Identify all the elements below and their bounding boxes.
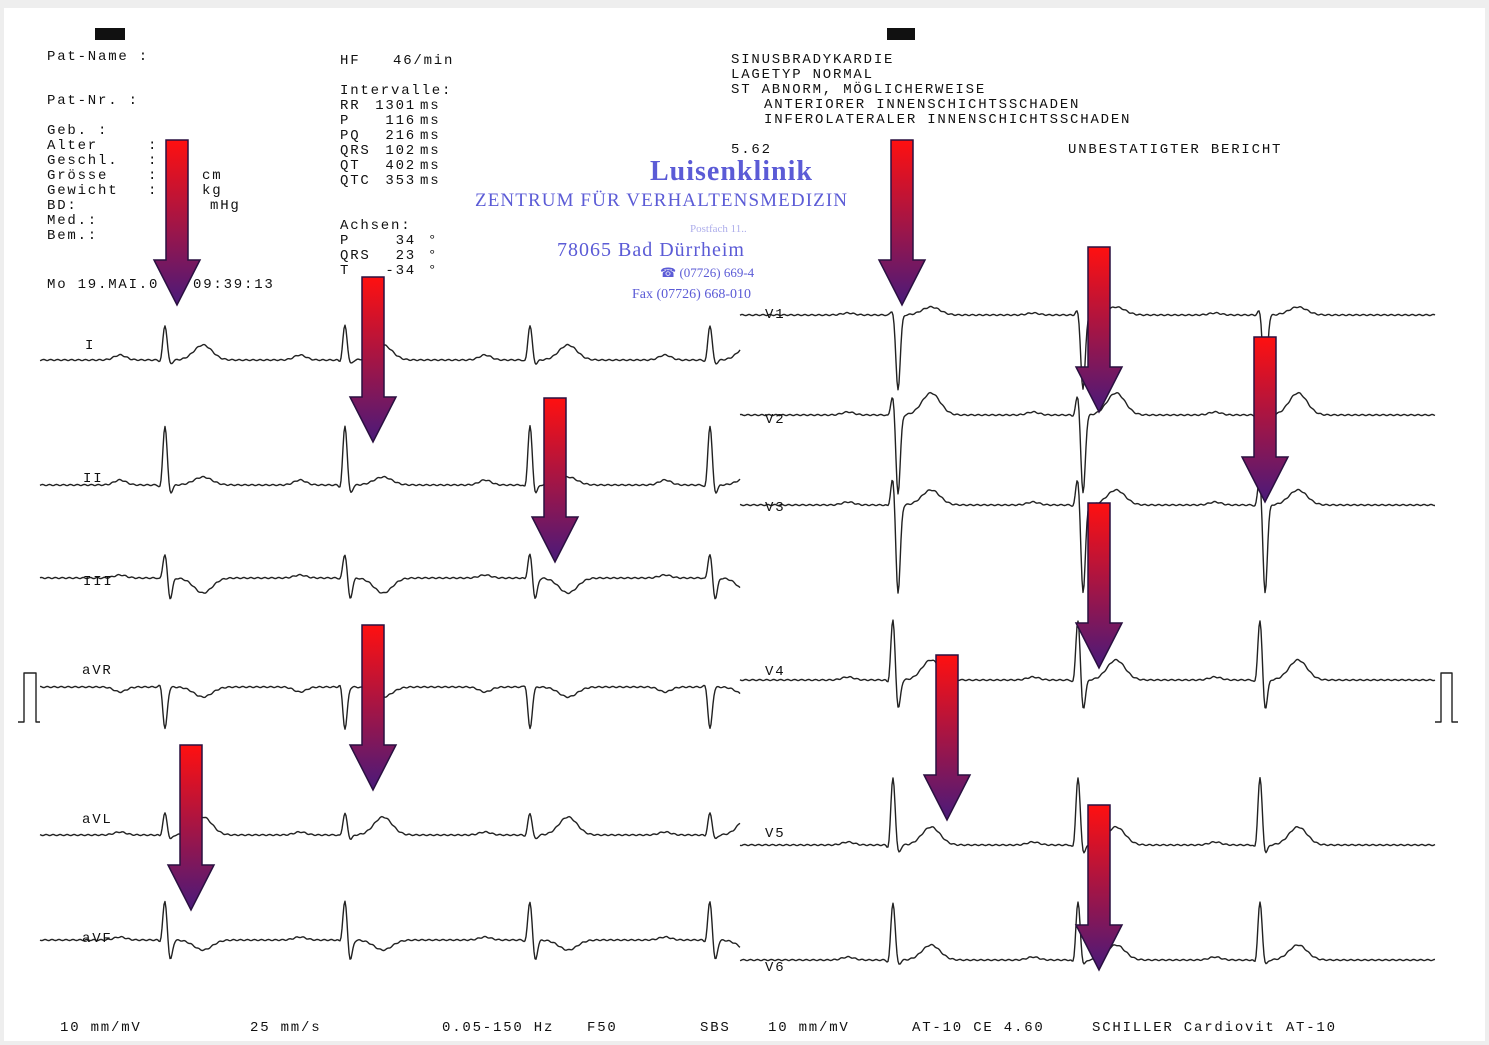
stamp-subtitle: ZENTRUM FÜR VERHALTENSMEDIZIN [475, 190, 847, 211]
footer-text: F50 [587, 1020, 618, 1036]
patient-field: Pat-Name : [47, 49, 149, 65]
stamp-postbox: Postfach 11.. [690, 223, 747, 235]
interval-unit: ms [420, 143, 440, 159]
stamp-city: 78065 Bad Dürrheim [557, 239, 745, 261]
lead-label: aVL [82, 812, 113, 828]
axis-value: -34 [385, 263, 416, 279]
record-time: 09:39:13 [193, 277, 275, 293]
unit: mHg [210, 198, 241, 214]
ecg-sheet: Pat-Name : Pat-Nr. : Geb. :AlterGeschl.Grö… [0, 0, 1489, 1045]
lead-label: aVR [82, 663, 113, 679]
lead-label: aVF [82, 931, 113, 947]
hf-value: 46/min [393, 53, 454, 69]
interval-unit: ms [420, 98, 440, 114]
interval-name: QT [340, 158, 360, 174]
interval-value: 353 [385, 173, 416, 189]
axis-name: T [340, 263, 350, 279]
lead-label: III [83, 574, 114, 590]
lead-label: V5 [765, 826, 785, 842]
axis-unit: ° [428, 248, 438, 264]
colon: : [148, 168, 158, 184]
report-status: UNBESTATIGTER BERICHT [1068, 142, 1282, 158]
lead-label: V6 [765, 960, 785, 976]
marker [95, 28, 125, 40]
stamp-phone: ☎ (07726) 669-4 [660, 265, 755, 280]
lead-label: V1 [765, 307, 785, 323]
diagnosis-line: ST ABNORM, MÖGLICHERWEISE [731, 80, 986, 98]
interval-name: QRS [340, 143, 371, 159]
record-date: Mo 19.MAI.0 [47, 277, 159, 293]
interval-value: 402 [385, 158, 416, 174]
patient-field: Pat-Nr. : [47, 93, 139, 109]
patient-field: Med.: [47, 213, 98, 229]
unit: cm [202, 168, 222, 184]
stamp-fax: Fax (07726) 668-010 [632, 287, 751, 302]
footer-text: SCHILLER Cardiovit AT-10 [1092, 1020, 1337, 1036]
colon: : [148, 183, 158, 199]
diagnosis-line: SINUSBRADYKARDIE [731, 52, 894, 68]
lead-label: II [83, 471, 103, 487]
patient-field: BD: [47, 198, 78, 214]
patient-field: Geschl. [47, 153, 118, 169]
axis-value: 34 [396, 233, 416, 249]
diagnosis-line: INFEROLATERALER INNENSCHICHTSSCHADEN [764, 112, 1131, 128]
interval-unit: ms [420, 173, 440, 189]
footer-text: 10 mm/mV [60, 1020, 142, 1036]
interval-name: P [340, 113, 350, 129]
footer-text: 10 mm/mV [768, 1020, 850, 1036]
lead-label: V3 [765, 500, 785, 516]
diagnosis-line: ANTERIORER INNENSCHICHTSSCHADEN [764, 97, 1080, 113]
interval-unit: ms [420, 158, 440, 174]
diagnosis-line: LAGETYP NORMAL [731, 67, 874, 83]
unit: kg [202, 183, 222, 199]
patient-field: Bem.: [47, 228, 98, 244]
axis-unit: ° [428, 233, 438, 249]
lead-label: V2 [765, 412, 785, 428]
footer-text: 25 mm/s [250, 1020, 321, 1036]
footer-text: SBS [700, 1020, 731, 1036]
interval-unit: ms [420, 128, 440, 144]
patient-field: Gewicht [47, 183, 118, 199]
footer-text: AT-10 CE 4.60 [912, 1020, 1045, 1036]
interval-value: 216 [385, 128, 416, 144]
patient-field: Geb. : [47, 123, 108, 139]
interval-value: 1301 [375, 98, 416, 114]
stamp-name: Luisenklinik [650, 156, 813, 187]
axis-unit: ° [428, 263, 438, 279]
marker [887, 28, 915, 40]
axis-value: 23 [396, 248, 416, 264]
lead-label: V4 [765, 664, 785, 680]
axis-name: QRS [340, 248, 371, 264]
colon: : [148, 138, 158, 154]
intervals-title: Intervalle: [340, 83, 452, 99]
axis-name: P [340, 233, 350, 249]
interval-name: QTC [340, 173, 371, 189]
colon: : [148, 153, 158, 169]
interval-name: PQ [340, 128, 360, 144]
interval-name: RR [340, 98, 360, 114]
lead-label: I [85, 338, 95, 354]
patient-field: Grösse [47, 168, 108, 184]
interval-value: 116 [385, 113, 416, 129]
patient-field: Alter [47, 138, 98, 154]
hf-label: HF [340, 53, 360, 69]
interval-unit: ms [420, 113, 440, 129]
interval-value: 102 [385, 143, 416, 159]
footer-text: 0.05-150 Hz [442, 1020, 554, 1036]
axes-title: Achsen: [340, 218, 411, 234]
